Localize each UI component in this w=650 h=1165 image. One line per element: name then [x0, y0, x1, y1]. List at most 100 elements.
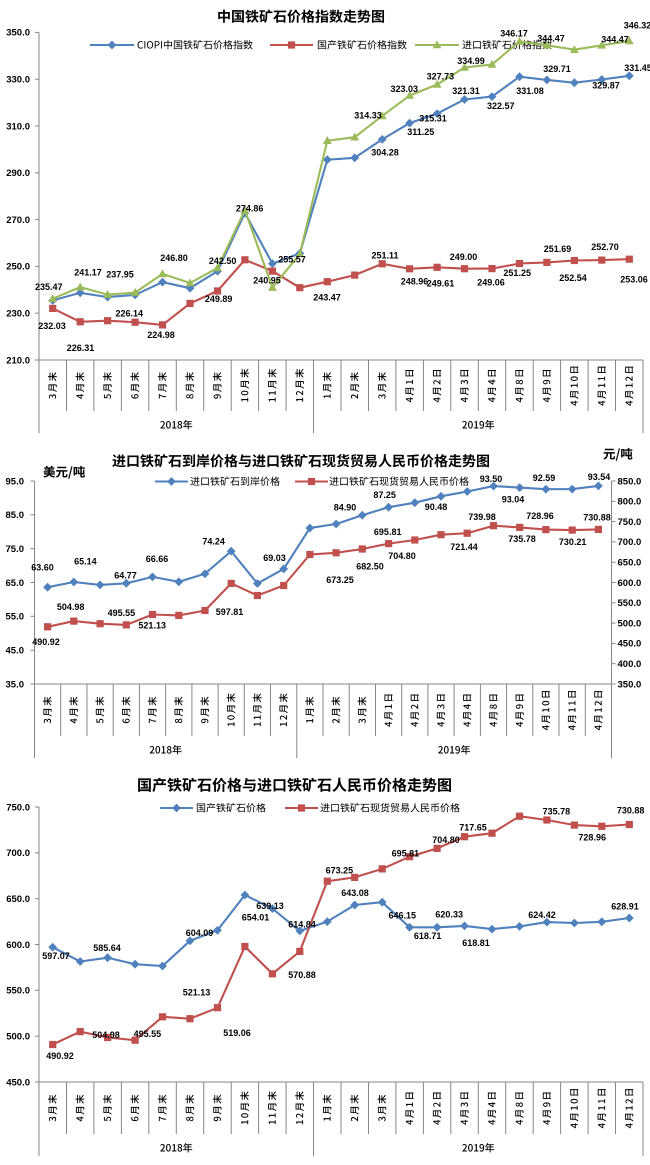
svg-text:673.25: 673.25 — [326, 866, 354, 876]
svg-text:329.71: 329.71 — [543, 64, 571, 74]
svg-text:550.0: 550.0 — [6, 986, 30, 997]
svg-text:63.60: 63.60 — [31, 563, 54, 573]
svg-text:521.13: 521.13 — [183, 988, 211, 998]
svg-text:230.0: 230.0 — [6, 309, 30, 320]
svg-text:311.25: 311.25 — [407, 127, 434, 137]
svg-text:253.06: 253.06 — [620, 275, 648, 285]
svg-text:255.57: 255.57 — [278, 255, 306, 265]
svg-text:650.0: 650.0 — [618, 558, 642, 569]
svg-text:93.04: 93.04 — [502, 495, 525, 505]
svg-text:624.42: 624.42 — [528, 910, 556, 920]
svg-text:750.0: 750.0 — [6, 802, 30, 813]
svg-text:331.08: 331.08 — [516, 86, 544, 96]
svg-text:500.0: 500.0 — [618, 618, 642, 629]
svg-text:344.47: 344.47 — [537, 34, 565, 44]
svg-text:682.50: 682.50 — [356, 562, 384, 572]
svg-text:226.31: 226.31 — [67, 343, 95, 353]
svg-text:654.01: 654.01 — [242, 912, 270, 922]
svg-text:35.0: 35.0 — [6, 679, 25, 690]
svg-text:92.59: 92.59 — [533, 473, 556, 483]
svg-text:314.33: 314.33 — [354, 111, 382, 121]
svg-text:252.54: 252.54 — [559, 273, 587, 283]
svg-text:65.14: 65.14 — [74, 556, 97, 566]
svg-text:95.0: 95.0 — [6, 476, 25, 487]
svg-text:249.06: 249.06 — [477, 278, 505, 288]
svg-text:717.65: 717.65 — [459, 823, 487, 833]
svg-text:84.90: 84.90 — [334, 503, 357, 513]
svg-text:74.24: 74.24 — [202, 537, 225, 547]
svg-text:93.54: 93.54 — [588, 472, 611, 482]
svg-text:495.55: 495.55 — [134, 1029, 162, 1039]
svg-text:614.84: 614.84 — [288, 920, 316, 930]
svg-text:639.13: 639.13 — [256, 901, 284, 911]
svg-text:646.15: 646.15 — [389, 911, 417, 921]
svg-text:251.11: 251.11 — [371, 251, 398, 261]
svg-text:728.96: 728.96 — [578, 833, 606, 843]
svg-text:495.55: 495.55 — [108, 608, 136, 618]
svg-text:237.95: 237.95 — [106, 269, 134, 279]
svg-text:650.0: 650.0 — [6, 894, 30, 905]
svg-text:87.25: 87.25 — [373, 490, 396, 500]
svg-text:304.28: 304.28 — [371, 148, 399, 158]
svg-text:504.98: 504.98 — [92, 1030, 120, 1040]
svg-text:93.50: 93.50 — [480, 474, 503, 484]
svg-text:344.47: 344.47 — [601, 35, 629, 45]
svg-text:597.07: 597.07 — [42, 951, 70, 961]
svg-text:270.0: 270.0 — [6, 215, 30, 226]
svg-text:235.47: 235.47 — [35, 282, 63, 292]
svg-text:248.96: 248.96 — [401, 277, 429, 287]
svg-text:243.47: 243.47 — [313, 293, 341, 303]
svg-text:226.14: 226.14 — [116, 309, 144, 319]
svg-text:210.0: 210.0 — [6, 355, 30, 366]
svg-text:66.66: 66.66 — [146, 554, 169, 564]
svg-text:735.78: 735.78 — [508, 534, 536, 544]
svg-text:739.98: 739.98 — [468, 512, 496, 522]
svg-text:346.17: 346.17 — [500, 29, 528, 39]
svg-text:730.21: 730.21 — [559, 537, 587, 547]
svg-text:346.32: 346.32 — [624, 21, 650, 31]
svg-text:251.25: 251.25 — [503, 268, 531, 278]
svg-text:597.81: 597.81 — [216, 607, 244, 617]
svg-text:600.0: 600.0 — [6, 940, 30, 951]
svg-text:246.80: 246.80 — [160, 253, 188, 263]
svg-text:290.0: 290.0 — [6, 168, 30, 179]
svg-text:700.0: 700.0 — [6, 848, 30, 859]
svg-text:704.80: 704.80 — [388, 551, 416, 561]
svg-text:490.92: 490.92 — [32, 637, 60, 647]
svg-text:500.0: 500.0 — [6, 1031, 30, 1042]
svg-text:249.00: 249.00 — [450, 252, 478, 262]
svg-text:240.95: 240.95 — [253, 276, 281, 286]
svg-text:450.0: 450.0 — [618, 639, 642, 650]
svg-text:45.0: 45.0 — [6, 645, 25, 656]
svg-text:334.99: 334.99 — [457, 56, 485, 66]
svg-text:400.0: 400.0 — [618, 659, 642, 670]
svg-text:735.78: 735.78 — [543, 806, 571, 816]
svg-text:274.86: 274.86 — [236, 204, 264, 214]
svg-text:69.03: 69.03 — [263, 553, 286, 563]
svg-text:330.0: 330.0 — [6, 75, 30, 86]
svg-text:585.64: 585.64 — [93, 943, 121, 953]
svg-text:721.44: 721.44 — [450, 542, 478, 552]
svg-text:331.45: 331.45 — [624, 63, 650, 73]
svg-text:750.0: 750.0 — [618, 517, 642, 528]
svg-text:620.33: 620.33 — [435, 910, 463, 920]
svg-text:450.0: 450.0 — [6, 1077, 30, 1088]
svg-text:618.81: 618.81 — [462, 938, 490, 948]
svg-text:250.0: 250.0 — [6, 262, 30, 273]
svg-text:64.77: 64.77 — [114, 571, 137, 581]
svg-text:730.88: 730.88 — [583, 513, 611, 523]
svg-text:249.61: 249.61 — [427, 279, 455, 289]
svg-text:618.71: 618.71 — [414, 931, 442, 941]
svg-text:249.89: 249.89 — [205, 294, 233, 304]
svg-text:321.31: 321.31 — [452, 86, 480, 96]
svg-text:604.09: 604.09 — [186, 928, 214, 938]
svg-text:310.0: 310.0 — [6, 121, 30, 132]
svg-text:224.98: 224.98 — [147, 330, 175, 340]
svg-text:521.13: 521.13 — [138, 621, 166, 631]
svg-text:241.17: 241.17 — [74, 268, 102, 278]
svg-text:700.0: 700.0 — [618, 537, 642, 548]
svg-text:252.70: 252.70 — [591, 242, 619, 252]
svg-text:90.48: 90.48 — [425, 502, 448, 512]
svg-text:350.0: 350.0 — [618, 679, 642, 690]
svg-text:329.87: 329.87 — [592, 81, 620, 91]
